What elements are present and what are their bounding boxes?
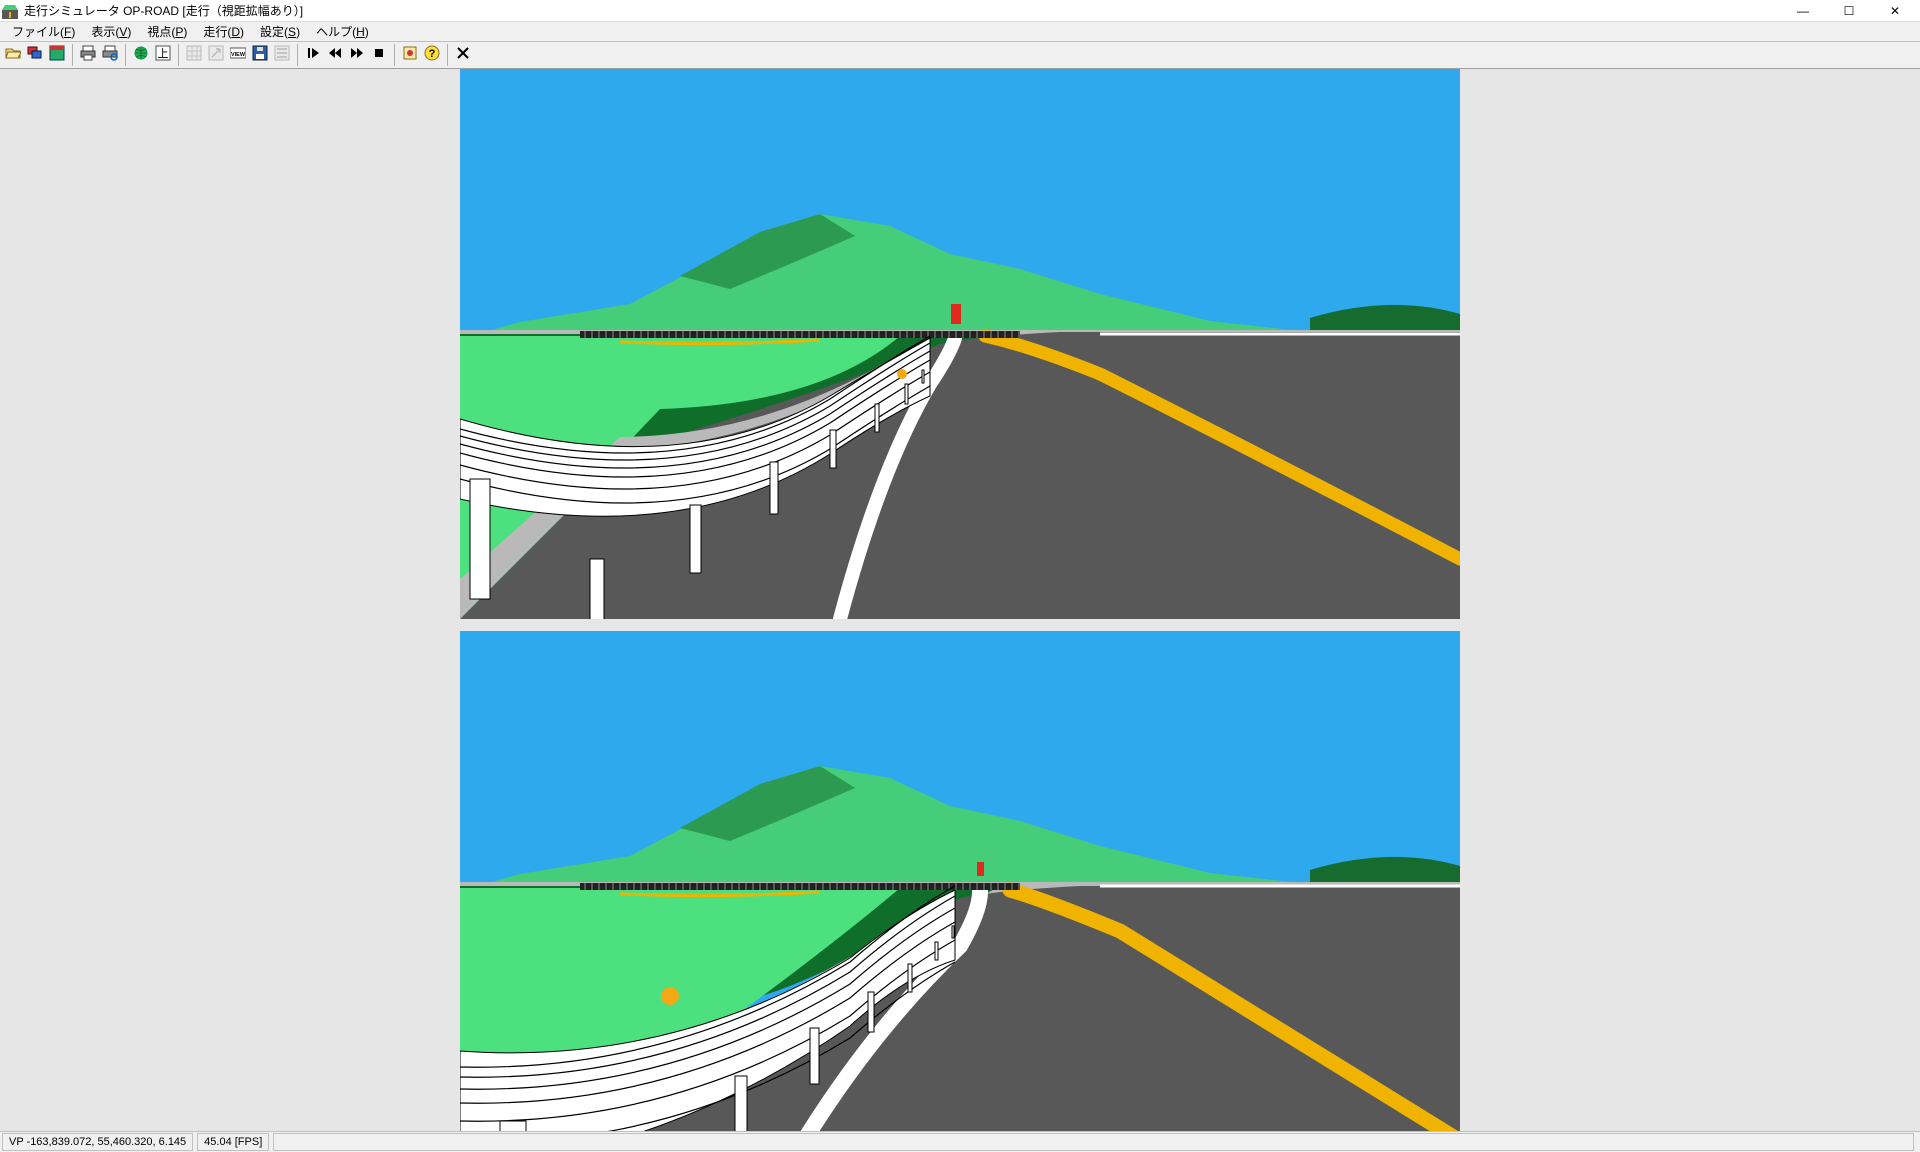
- svg-text:VIEW: VIEW: [231, 52, 246, 58]
- status-fps: 45.04 [FPS]: [197, 1133, 269, 1151]
- rew-icon: [327, 45, 343, 64]
- view-small-button[interactable]: VIEW: [227, 44, 249, 66]
- wins-icon: [27, 45, 43, 64]
- play-icon: [305, 45, 321, 64]
- display-opts-button[interactable]: [46, 44, 68, 66]
- stop-button[interactable]: [368, 44, 390, 66]
- toolbar-separator: [125, 44, 126, 66]
- client-area: [0, 69, 1920, 1131]
- close-x-button[interactable]: [452, 44, 474, 66]
- tool-icon: [402, 45, 418, 64]
- arrow-icon: [208, 45, 224, 64]
- printp-icon: [102, 45, 118, 64]
- grid-icon: [186, 45, 202, 64]
- up-button[interactable]: 上: [152, 44, 174, 66]
- view-list-button: [271, 44, 293, 66]
- closex-icon: [455, 45, 471, 64]
- open-icon: [5, 45, 21, 64]
- toolbar-separator: [72, 44, 73, 66]
- menu-bar: ファイル(F)表示(V)視点(P)走行(D)設定(S)ヘルプ(H): [0, 22, 1920, 42]
- open-file-button[interactable]: [2, 44, 24, 66]
- help-icon: ?: [424, 45, 440, 64]
- lower-3d-view[interactable]: [460, 631, 1460, 1131]
- menu-p[interactable]: 視点(P): [139, 21, 195, 42]
- list-icon: [274, 45, 290, 64]
- status-fill: [273, 1133, 1914, 1151]
- status-viewpoint: VP -163,839.072, 55,460.320, 6.145: [2, 1133, 193, 1151]
- menu-f[interactable]: ファイル(F): [4, 21, 83, 42]
- ff-icon: [349, 45, 365, 64]
- windows-button[interactable]: [24, 44, 46, 66]
- upper-3d-view[interactable]: [460, 69, 1460, 619]
- toolbar-separator: [394, 44, 395, 66]
- toolbar-separator: [178, 44, 179, 66]
- view-grid-button: [183, 44, 205, 66]
- fastfwd-button[interactable]: [346, 44, 368, 66]
- view-arrow-button: [205, 44, 227, 66]
- savev-icon: [252, 45, 268, 64]
- status-bar: VP -163,839.072, 55,460.320, 6.145 45.04…: [0, 1131, 1920, 1152]
- menu-s[interactable]: 設定(S): [252, 21, 308, 42]
- close-window-button[interactable]: ✕: [1872, 0, 1918, 22]
- scene-button[interactable]: [130, 44, 152, 66]
- print-preview-button[interactable]: [99, 44, 121, 66]
- window-title: 走行シミュレータ OP-ROAD [走行（視距拡幅あり）]: [24, 2, 303, 19]
- print-icon: [80, 45, 96, 64]
- title-bar: 走行シミュレータ OP-ROAD [走行（視距拡幅あり）] — ☐ ✕: [0, 0, 1920, 22]
- toolbar-separator: [297, 44, 298, 66]
- view-stack: [460, 69, 1460, 1131]
- maximize-button[interactable]: ☐: [1826, 0, 1872, 22]
- stop-icon: [371, 45, 387, 64]
- svg-text:?: ?: [429, 48, 436, 60]
- rewind-button[interactable]: [324, 44, 346, 66]
- svg-text:上: 上: [158, 47, 169, 60]
- play-button[interactable]: [302, 44, 324, 66]
- menu-h[interactable]: ヘルプ(H): [308, 21, 377, 42]
- save-view-button[interactable]: [249, 44, 271, 66]
- app-icon: [2, 3, 18, 19]
- up-icon: 上: [155, 45, 171, 64]
- print-button[interactable]: [77, 44, 99, 66]
- menu-d[interactable]: 走行(D): [195, 21, 252, 42]
- help-button[interactable]: ?: [421, 44, 443, 66]
- toolbar: 上 VIEW?: [0, 42, 1920, 69]
- toolbar-separator: [447, 44, 448, 66]
- menu-v[interactable]: 表示(V): [83, 21, 139, 42]
- tool-options-button[interactable]: [399, 44, 421, 66]
- viewtxt-icon: VIEW: [230, 45, 246, 64]
- minimize-button[interactable]: —: [1780, 0, 1826, 22]
- globe-icon: [133, 45, 149, 64]
- disp-icon: [49, 45, 65, 64]
